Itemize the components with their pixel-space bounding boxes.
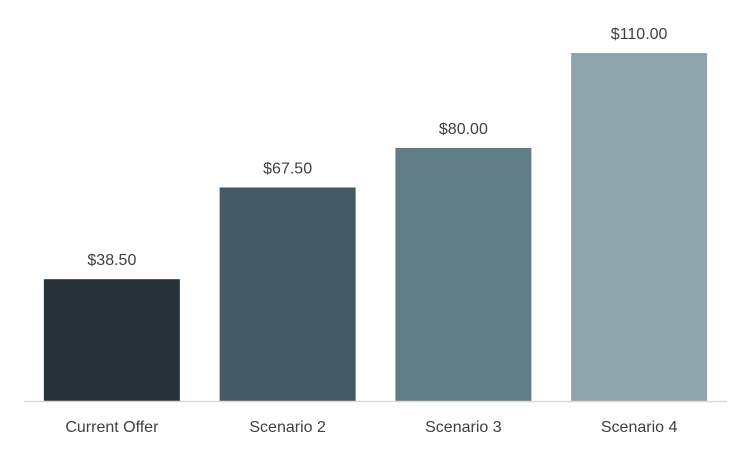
category-label-1: Current Offer [65,419,159,436]
data-label-2: $67.50 [263,160,312,177]
category-label-4: Scenario 4 [601,419,678,436]
bar-3 [395,147,532,401]
value-labels-layer: $38.50 $67.50 $80.00 $110.00 [87,26,667,269]
category-label-3: Scenario 3 [425,419,502,436]
bar-4 [571,53,708,401]
data-label-3: $80.00 [439,121,488,138]
bar-1 [43,279,180,401]
data-label-4: $110.00 [611,26,668,43]
bars-layer [43,53,708,401]
bar-2 [219,187,356,401]
category-label-2: Scenario 2 [249,419,326,436]
data-label-1: $38.50 [87,252,136,269]
category-labels-layer: Current Offer Scenario 2 Scenario 3 Scenari… [65,419,677,436]
